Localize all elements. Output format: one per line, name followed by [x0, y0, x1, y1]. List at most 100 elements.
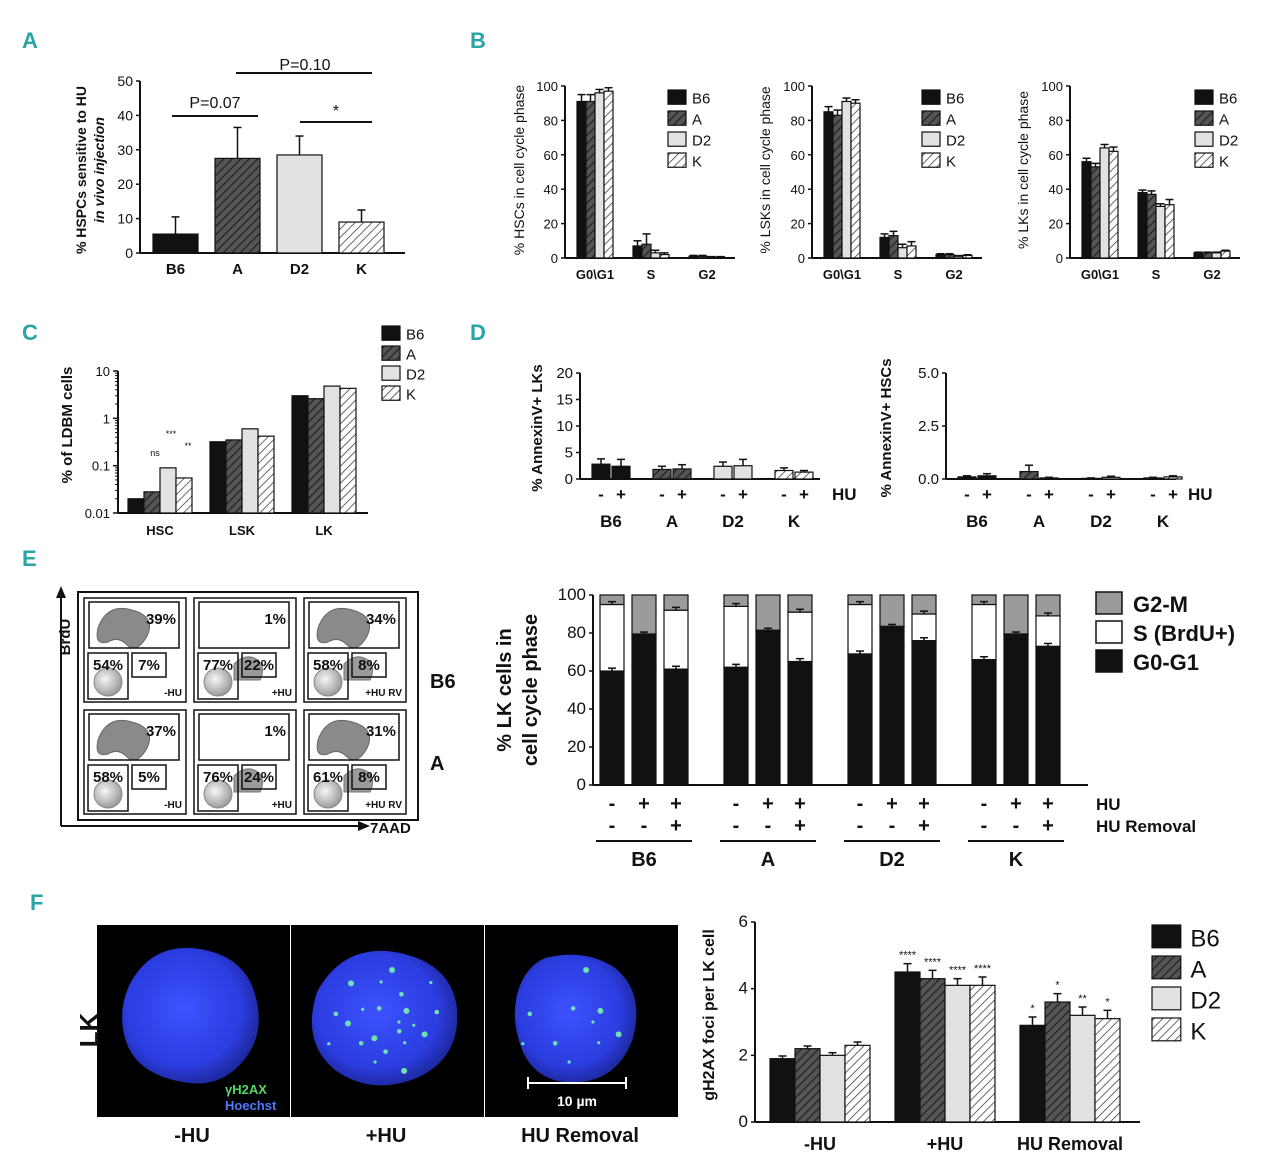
panel-e-removal-row: HU Removal [1096, 817, 1196, 836]
flow-pct-g1: 54% [93, 657, 123, 674]
panel-f-ytick-label: 6 [739, 912, 748, 931]
stacked-segment [631, 634, 657, 786]
gh2ax-focus [389, 966, 396, 973]
bar [1202, 252, 1213, 259]
stacked-segment [847, 603, 873, 655]
stacked-segment [599, 603, 625, 672]
panel-d1-ylabel: % AnnexinV+ LKs [529, 364, 546, 491]
microscopy-images [97, 925, 678, 1117]
gh2ax-focus [379, 980, 383, 984]
panel-c-legend-label: K [406, 387, 416, 404]
bar [1019, 1024, 1046, 1123]
hu-sign: + [918, 793, 930, 815]
bar [576, 100, 587, 259]
significance-mark: * [1030, 1003, 1035, 1015]
bar [257, 435, 275, 514]
hu-sign: + [1042, 793, 1054, 815]
panel-f-legend-swatch [1151, 986, 1182, 1011]
bar [641, 243, 652, 259]
bar [794, 1048, 821, 1123]
flow-condition: -HU [164, 688, 182, 699]
bar [832, 114, 843, 259]
gh2ax-focus [570, 1006, 576, 1011]
pval-label-b6-a: P=0.07 [189, 95, 240, 112]
flow-gate [241, 652, 277, 678]
flow-axis-brdu: BrdU [57, 619, 74, 656]
panel-b3-legend-label: D2 [1219, 133, 1238, 150]
x-tick-label: G0\G1 [823, 267, 861, 282]
gh2ax-focus [373, 1060, 377, 1064]
bar [1193, 252, 1204, 259]
gh2ax-focus [597, 1041, 601, 1045]
panel-b2-ylabel: % LSKs in cell cycle phase [757, 86, 773, 254]
bar [953, 255, 964, 259]
significance-mark: * [1105, 996, 1110, 1008]
panel-b1-ytick-label: 100 [536, 79, 558, 94]
x-tick-label: A [666, 512, 678, 531]
bar [591, 463, 611, 480]
panel-b2-ytick-label: 20 [791, 217, 805, 232]
gh2ax-focus [333, 1011, 339, 1017]
x-tick-label: A [1033, 512, 1045, 531]
gh2ax-focus [403, 1041, 407, 1045]
bar [672, 468, 692, 480]
panel-a-ylabel: % HSPCs sensitive to HU [73, 86, 89, 254]
bar [1081, 161, 1092, 259]
bar [650, 252, 661, 259]
panel-f-legend-swatch [1151, 1017, 1182, 1042]
hu-sign: + [1168, 485, 1178, 504]
panel-b1-ytick-label: 0 [551, 251, 558, 266]
bar [214, 157, 261, 254]
hu-sign: + [738, 485, 748, 504]
hu-sign: - [781, 485, 787, 504]
gh2ax-focus [421, 1031, 428, 1038]
panel-b3-ytick-label: 40 [1049, 182, 1063, 197]
panel-b2-legend-label: K [946, 154, 956, 171]
gh2ax-focus [403, 1007, 410, 1014]
panel-d2-ytick-label: 2.5 [918, 418, 939, 435]
flow-gate [131, 652, 167, 678]
flow-row-b6: B6 [430, 671, 456, 693]
x-tick-label: A [232, 261, 243, 278]
panel-d2-ylabel: % AnnexinV+ HSCs [878, 358, 895, 497]
flow-gate [198, 601, 290, 649]
hu-sign: + [638, 793, 650, 815]
x-tick-label: S [647, 267, 656, 282]
panel-f-legend-label: A [1190, 957, 1206, 984]
stacked-segment [755, 594, 781, 631]
panel-b2-legend-label: B6 [946, 91, 964, 108]
flow-pct-top: 34% [366, 611, 396, 628]
panel-label-b: B [470, 28, 486, 53]
removal-sign: - [641, 815, 648, 837]
panel-b3-ytick-label: 20 [1049, 217, 1063, 232]
flow-pct-g1: 58% [93, 769, 123, 786]
bar [1163, 476, 1183, 480]
panel-b1-ylabel: % HSCs in cell cycle phase [511, 85, 527, 256]
stain-label-hoechst: Hoechst [225, 1098, 277, 1113]
flow-gate [87, 764, 129, 812]
panel-d1-ytick-label: 10 [556, 418, 573, 435]
removal-sign: + [670, 815, 682, 837]
bar [1155, 205, 1166, 259]
stacked-segment [663, 668, 689, 786]
bar [944, 984, 971, 1123]
flow-row-a: A [430, 753, 444, 775]
group-label: B6 [631, 849, 657, 871]
bar [888, 235, 899, 259]
flow-pct-top: 1% [264, 611, 286, 628]
flow-gate [241, 764, 277, 790]
stacked-segment [879, 594, 905, 627]
flow-condition: -HU [164, 800, 182, 811]
group-label: K [1009, 849, 1024, 871]
flow-frame [77, 591, 419, 821]
scale-bar-label: 10 µm [557, 1093, 597, 1109]
flow-condition: +HU RV [365, 800, 402, 811]
hu-sign: + [886, 793, 898, 815]
stacked-segment [723, 666, 749, 786]
gh2ax-focus [361, 1007, 365, 1012]
removal-sign: + [794, 815, 806, 837]
bar [659, 253, 670, 259]
stacked-segment [1035, 615, 1061, 647]
panel-c-legend-label: B6 [406, 327, 424, 344]
panel-c-ytick-label: 0.01 [85, 506, 110, 521]
